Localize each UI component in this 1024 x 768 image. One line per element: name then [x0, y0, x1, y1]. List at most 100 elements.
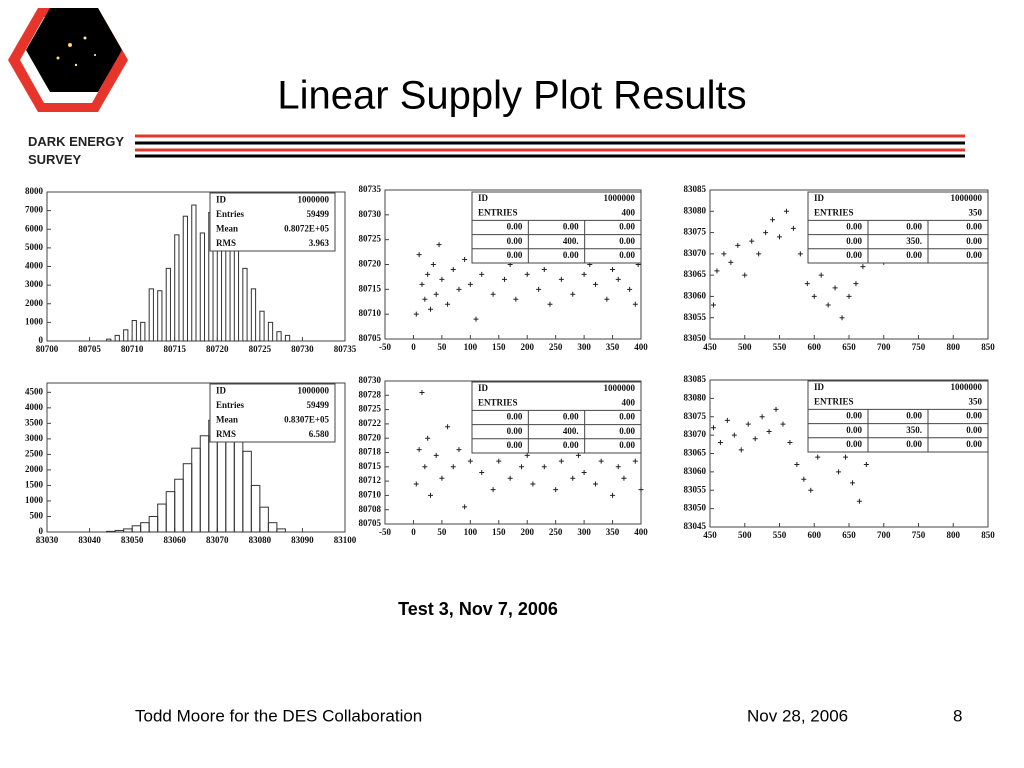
x-tick-label: 50 [437, 342, 447, 352]
scatter-point [839, 315, 845, 321]
stats-label: Entries [216, 400, 244, 410]
scatter-point [433, 452, 439, 458]
stats-label: ID [216, 194, 227, 204]
scatter-point [428, 492, 434, 498]
scatter-point [547, 301, 553, 307]
scatter-point [815, 454, 821, 460]
scatter-point [860, 264, 866, 270]
stats-frame [807, 191, 989, 264]
y-tick-label: 80705 [359, 518, 382, 528]
x-tick-label: 800 [947, 342, 961, 352]
histogram-bar [267, 321, 274, 342]
scatter-point [524, 452, 530, 458]
stats-frame [471, 381, 642, 454]
scatter-point [794, 462, 800, 468]
scatter-point [621, 475, 627, 481]
y-tick-label: 83085 [684, 374, 707, 384]
caption: Test 3, Nov 7, 2006 [398, 599, 558, 619]
scatter-point [433, 291, 439, 297]
x-tick-label: 50 [437, 527, 447, 537]
x-tick-label: 83080 [249, 535, 272, 545]
stats-frame [209, 383, 336, 443]
stats-cell: 0.00 [507, 412, 523, 422]
stats-cell: 0.00 [507, 236, 523, 246]
histogram-bar [174, 234, 180, 342]
y-tick-label: 80730 [359, 209, 382, 219]
scatter-point [724, 417, 730, 423]
stats-cell: 400. [563, 426, 579, 436]
scatter-point [490, 291, 496, 297]
scatter-point [473, 316, 479, 322]
stats-box: ID 1000000 ENTRIES 350 0.00 0.00 0.00 0.00 350. 0… [807, 191, 989, 264]
stats-label: ID [814, 382, 825, 392]
y-tick-label: 83045 [684, 521, 707, 531]
histogram-bar [233, 238, 240, 342]
y-tick-label: 2000 [25, 464, 44, 474]
stats-cell: 0.00 [563, 412, 579, 422]
stats-cell: 0.00 [619, 440, 635, 450]
scatter-point [759, 414, 765, 420]
scatter-point [808, 487, 814, 493]
histogram-bar [199, 232, 206, 342]
scatter-point [777, 234, 782, 240]
x-tick-label: 0 [411, 527, 416, 537]
stats-cell: 0.00 [966, 425, 982, 435]
stats-cell: 0.00 [966, 411, 982, 421]
y-tick-label: 1500 [25, 480, 44, 490]
scatter-point [763, 230, 769, 236]
stats-label: ID [216, 385, 227, 395]
stats-label: ENTRIES [814, 207, 854, 217]
scatter-point [439, 276, 445, 282]
scatter-point [742, 272, 748, 278]
stats-value: 1000000 [951, 193, 983, 203]
y-tick-label: 2500 [25, 448, 44, 458]
stats-box: ID 1000000 Entries 59499 Mean 0.8307E+05 RMS 6.… [209, 383, 336, 443]
stats-value: 59499 [307, 400, 330, 410]
y-tick-label: 83080 [684, 205, 707, 215]
y-tick-label: 4000 [25, 261, 44, 271]
histogram-bar [165, 267, 171, 342]
scatter-point [558, 458, 564, 464]
scatter-point [863, 462, 869, 468]
stats-label: ID [814, 193, 825, 203]
y-tick-label: 83050 [684, 503, 707, 513]
scatter-point [721, 251, 727, 257]
x-tick-label: 80725 [249, 344, 272, 354]
stats-cell: 0.00 [507, 426, 523, 436]
stats-cell: 0.00 [507, 440, 523, 450]
y-tick-label: 83060 [684, 290, 707, 300]
scatter-point [598, 458, 604, 464]
scatter-point [581, 271, 587, 277]
histogram-bar [131, 320, 137, 342]
y-tick-label: 83080 [684, 392, 707, 402]
stats-cell: 0.00 [906, 222, 922, 232]
stats-cell: 0.00 [846, 411, 862, 421]
histogram-bar [267, 522, 278, 533]
logo-star [68, 43, 72, 47]
stats-cell: 0.00 [619, 236, 635, 246]
histogram-bar [276, 528, 286, 533]
x-tick-label: -50 [379, 527, 391, 537]
y-tick-label: 2000 [25, 298, 44, 308]
scatter-point [710, 425, 716, 431]
scatter-point [524, 271, 530, 277]
y-tick-label: 80708 [359, 504, 382, 514]
scatter-point [801, 476, 807, 482]
scatter-point [425, 435, 431, 441]
scatter-point [731, 432, 737, 438]
x-tick-label: 80705 [78, 344, 101, 354]
footer-author: Todd Moore for the DES Collaboration [135, 706, 422, 725]
x-tick-label: 80700 [36, 344, 59, 354]
stats-cell: 0.00 [846, 250, 862, 260]
stats-cell: 0.00 [846, 439, 862, 449]
stats-cell: 0.00 [906, 439, 922, 449]
logo-star [83, 36, 87, 40]
stats-label: ENTRIES [814, 396, 854, 406]
x-tick-label: 750 [912, 342, 926, 352]
scatter-point [632, 458, 638, 464]
x-tick-label: 83040 [78, 535, 101, 545]
x-tick-label: 450 [703, 342, 717, 352]
stats-cell: 0.00 [966, 439, 982, 449]
logo-star [94, 54, 96, 56]
